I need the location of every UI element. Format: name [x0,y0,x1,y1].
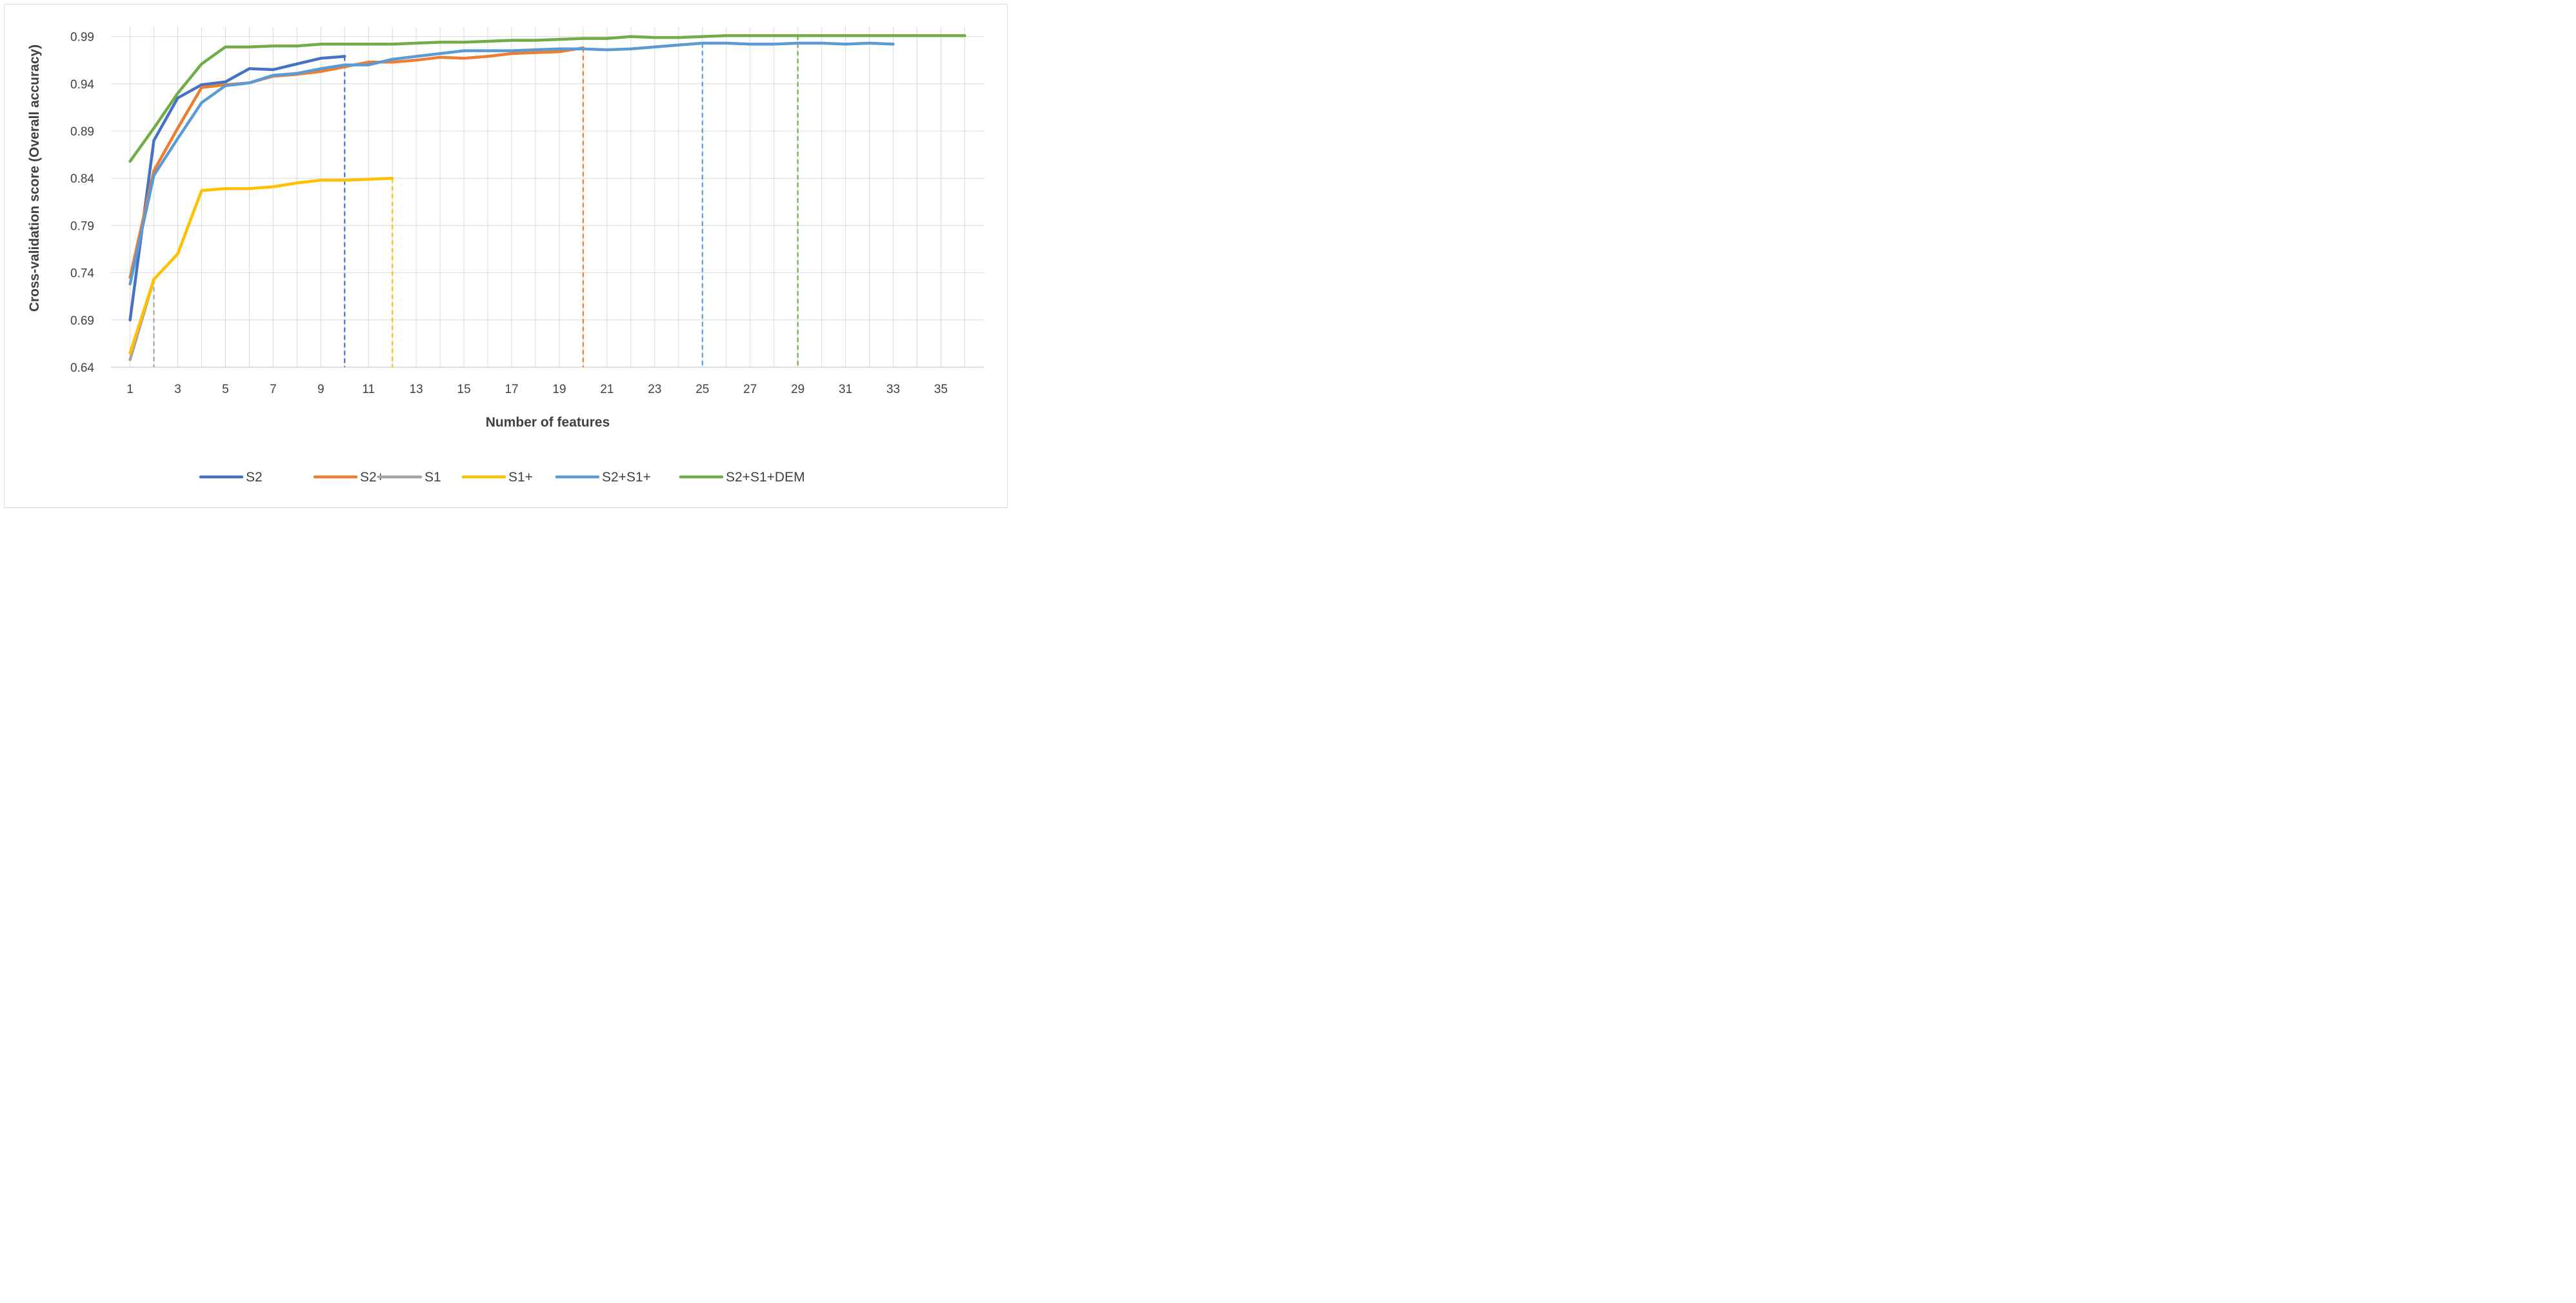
legend-label: S2 [246,470,263,485]
y-tick-label: 0.74 [70,267,94,281]
y-axis-title: Cross-validation score (Overall accuracy… [27,45,42,312]
legend-label: S2+S1+ [602,470,651,485]
x-tick-label: 3 [174,383,181,396]
x-tick-label: 27 [743,383,757,396]
legend-label: S2+ [360,470,384,485]
y-tick-label: 0.69 [70,314,94,328]
x-tick-label: 7 [270,383,277,396]
x-axis-title: Number of features [486,415,610,430]
y-tick-label: 0.79 [70,219,94,233]
x-tick-label: 29 [791,383,804,396]
x-axis-tick-labels: 1 3 5 7 9 11 13 15 17 19 21 23 25 27 29 31 33 35 [126,383,948,396]
x-tick-label: 35 [934,383,948,396]
legend: S2 S2+ S1 S1+ S2+S1+ S2+S1+DEM [199,470,805,485]
series-line-s2-s1-dem [128,34,966,163]
y-axis-tick-labels: 0.64 0.69 0.74 0.79 0.84 0.89 0.94 0.99 [70,31,94,375]
x-tick-label: 11 [362,383,375,396]
line-chart: 0.640.690.740.790.840.890.940.99 1 3 5 7 9 11… [4,4,1008,508]
x-tick-label: 21 [600,383,614,396]
x-tick-label: 13 [410,383,423,396]
chart-border [4,4,1008,508]
x-tick-label: 17 [504,383,518,396]
y-tick-label: 0.84 [70,172,94,186]
series-line-s2-s1- [128,41,895,286]
y-tick-label: 0.94 [70,78,94,92]
legend-label: S2+S1+DEM [726,470,805,485]
y-tick-label: 0.89 [70,125,94,139]
series-line-s1- [128,176,394,355]
series-line-s2 [128,55,346,322]
x-tick-label: 31 [839,383,852,396]
legend-label: S1+ [508,470,533,485]
x-tick-label: 25 [695,383,709,396]
x-tick-label: 5 [222,383,229,396]
optimal-feature-drop-lines [153,35,799,367]
x-tick-label: 33 [886,383,900,396]
legend-label: S1 [424,470,441,485]
chart-container: 0.64 0.69 0.74 0.79 0.84 0.89 0.94 0.99 1 3 5 7 9 11… [0,0,1012,512]
series-lines [128,34,966,361]
x-tick-label: 19 [552,383,566,396]
x-tick-label: 23 [648,383,661,396]
x-tick-label: 15 [457,383,471,396]
y-tick-label: 0.99 [70,31,94,45]
x-tick-label: 1 [126,383,134,396]
x-tick-label: 9 [317,383,324,396]
y-tick-label: 0.64 [70,361,94,375]
